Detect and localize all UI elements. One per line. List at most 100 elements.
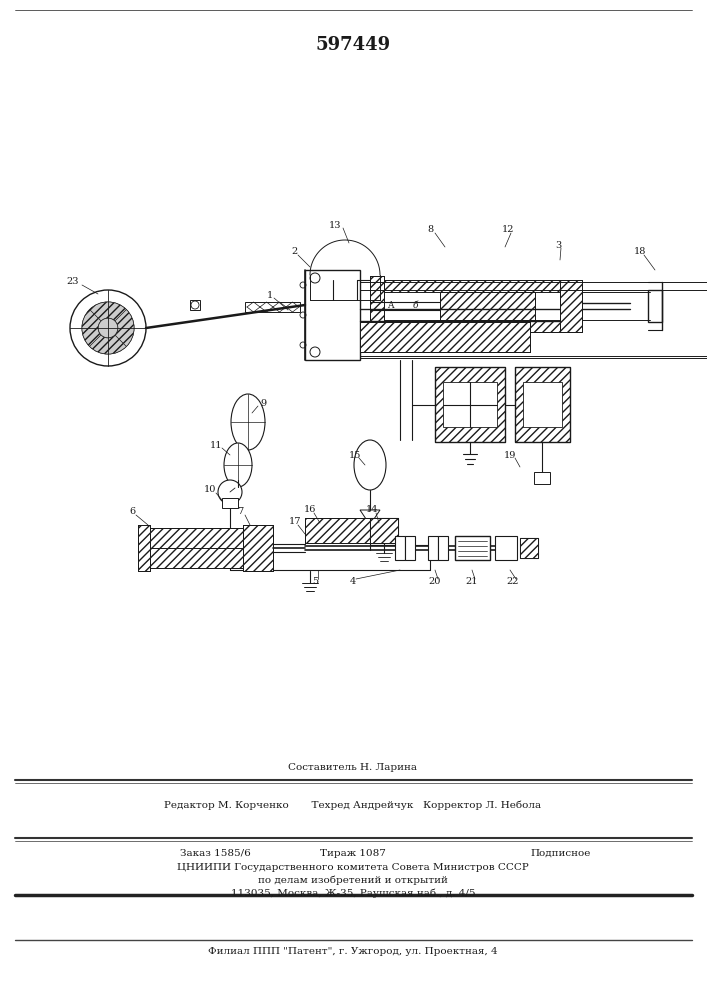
Bar [395,536,405,560]
Bar [534,472,550,484]
Text: 20: 20 [429,578,441,586]
Text: 3: 3 [555,240,561,249]
Text: 4: 4 [350,578,356,586]
Polygon shape [438,542,443,548]
Circle shape [191,301,199,309]
Polygon shape [428,542,433,548]
Polygon shape [360,510,380,525]
Text: 17: 17 [288,518,301,526]
Ellipse shape [231,394,265,450]
Polygon shape [405,554,410,560]
Text: 8: 8 [427,226,433,234]
Text: Заказ 1585/6: Заказ 1585/6 [180,848,251,857]
Bar [405,536,415,560]
Polygon shape [410,548,415,554]
Bar [523,382,562,427]
Bar [138,525,150,571]
Bar [243,525,273,571]
Text: 23: 23 [66,277,79,286]
Bar [443,382,497,427]
Bar [305,518,370,543]
Text: Филиал ППП "Патент", г. Ужгород, ул. Проектная, 4: Филиал ППП "Патент", г. Ужгород, ул. Про… [208,948,498,956]
Polygon shape [395,542,400,548]
Polygon shape [428,554,433,560]
Text: б: б [412,302,418,310]
Bar [360,322,530,352]
Bar [380,280,560,332]
Text: Составитель Н. Ларина: Составитель Н. Ларина [288,764,418,772]
Bar [370,276,384,336]
Bar [440,292,535,320]
Circle shape [70,290,146,366]
Circle shape [218,480,242,504]
Text: 9: 9 [260,398,266,408]
Bar [148,528,243,548]
Wedge shape [82,310,101,346]
Ellipse shape [224,443,252,487]
Circle shape [300,312,306,318]
Text: 22: 22 [507,578,519,586]
Wedge shape [90,335,127,354]
Bar [360,322,530,352]
Bar [190,300,200,310]
Bar [370,276,384,336]
Bar [455,536,490,560]
Text: 16: 16 [304,506,316,514]
Bar [440,292,535,320]
Text: 1: 1 [267,290,273,300]
Polygon shape [395,554,400,560]
Bar [515,367,570,442]
Text: 7: 7 [237,508,243,516]
Wedge shape [115,310,134,346]
Polygon shape [433,548,438,554]
Text: 21: 21 [466,578,478,586]
Bar [495,536,517,560]
Text: 18: 18 [633,247,646,256]
Circle shape [477,543,487,553]
Bar [370,518,398,543]
Polygon shape [438,554,443,560]
Bar [245,302,300,312]
Bar [515,367,570,442]
Bar [243,525,273,571]
Text: 15: 15 [349,450,361,460]
Text: по делам изобретений и открытий: по делам изобретений и открытий [258,875,448,885]
Text: 12: 12 [502,226,514,234]
Text: 597449: 597449 [315,36,390,54]
Bar [428,536,438,560]
Text: 6: 6 [129,508,135,516]
Text: 13: 13 [329,221,341,230]
Bar [435,367,505,442]
Bar [305,270,360,360]
Bar [148,548,243,568]
Bar [648,290,662,322]
Text: ЦНИИПИ Государственного комитета Совета Министров СССР: ЦНИИПИ Государственного комитета Совета … [177,862,529,871]
Text: 11: 11 [210,440,222,450]
Circle shape [310,273,320,283]
Circle shape [310,347,320,357]
Circle shape [98,318,118,338]
Polygon shape [405,542,410,548]
Bar [370,518,398,543]
Polygon shape [400,548,405,554]
Circle shape [458,543,468,553]
Bar [560,280,582,332]
Bar [520,538,538,558]
Circle shape [82,302,134,354]
Circle shape [300,342,306,348]
Polygon shape [410,536,415,542]
Bar [222,498,238,508]
Polygon shape [400,536,405,542]
Wedge shape [90,302,127,321]
Polygon shape [443,548,448,554]
Text: 19: 19 [504,450,516,460]
Bar [305,518,370,543]
Ellipse shape [354,440,386,490]
Text: 2: 2 [292,247,298,256]
Bar [438,536,448,560]
Bar [520,538,538,558]
Text: Подписное: Подписное [530,848,590,857]
Text: 5: 5 [312,578,318,586]
Circle shape [300,282,306,288]
Bar [148,528,243,568]
